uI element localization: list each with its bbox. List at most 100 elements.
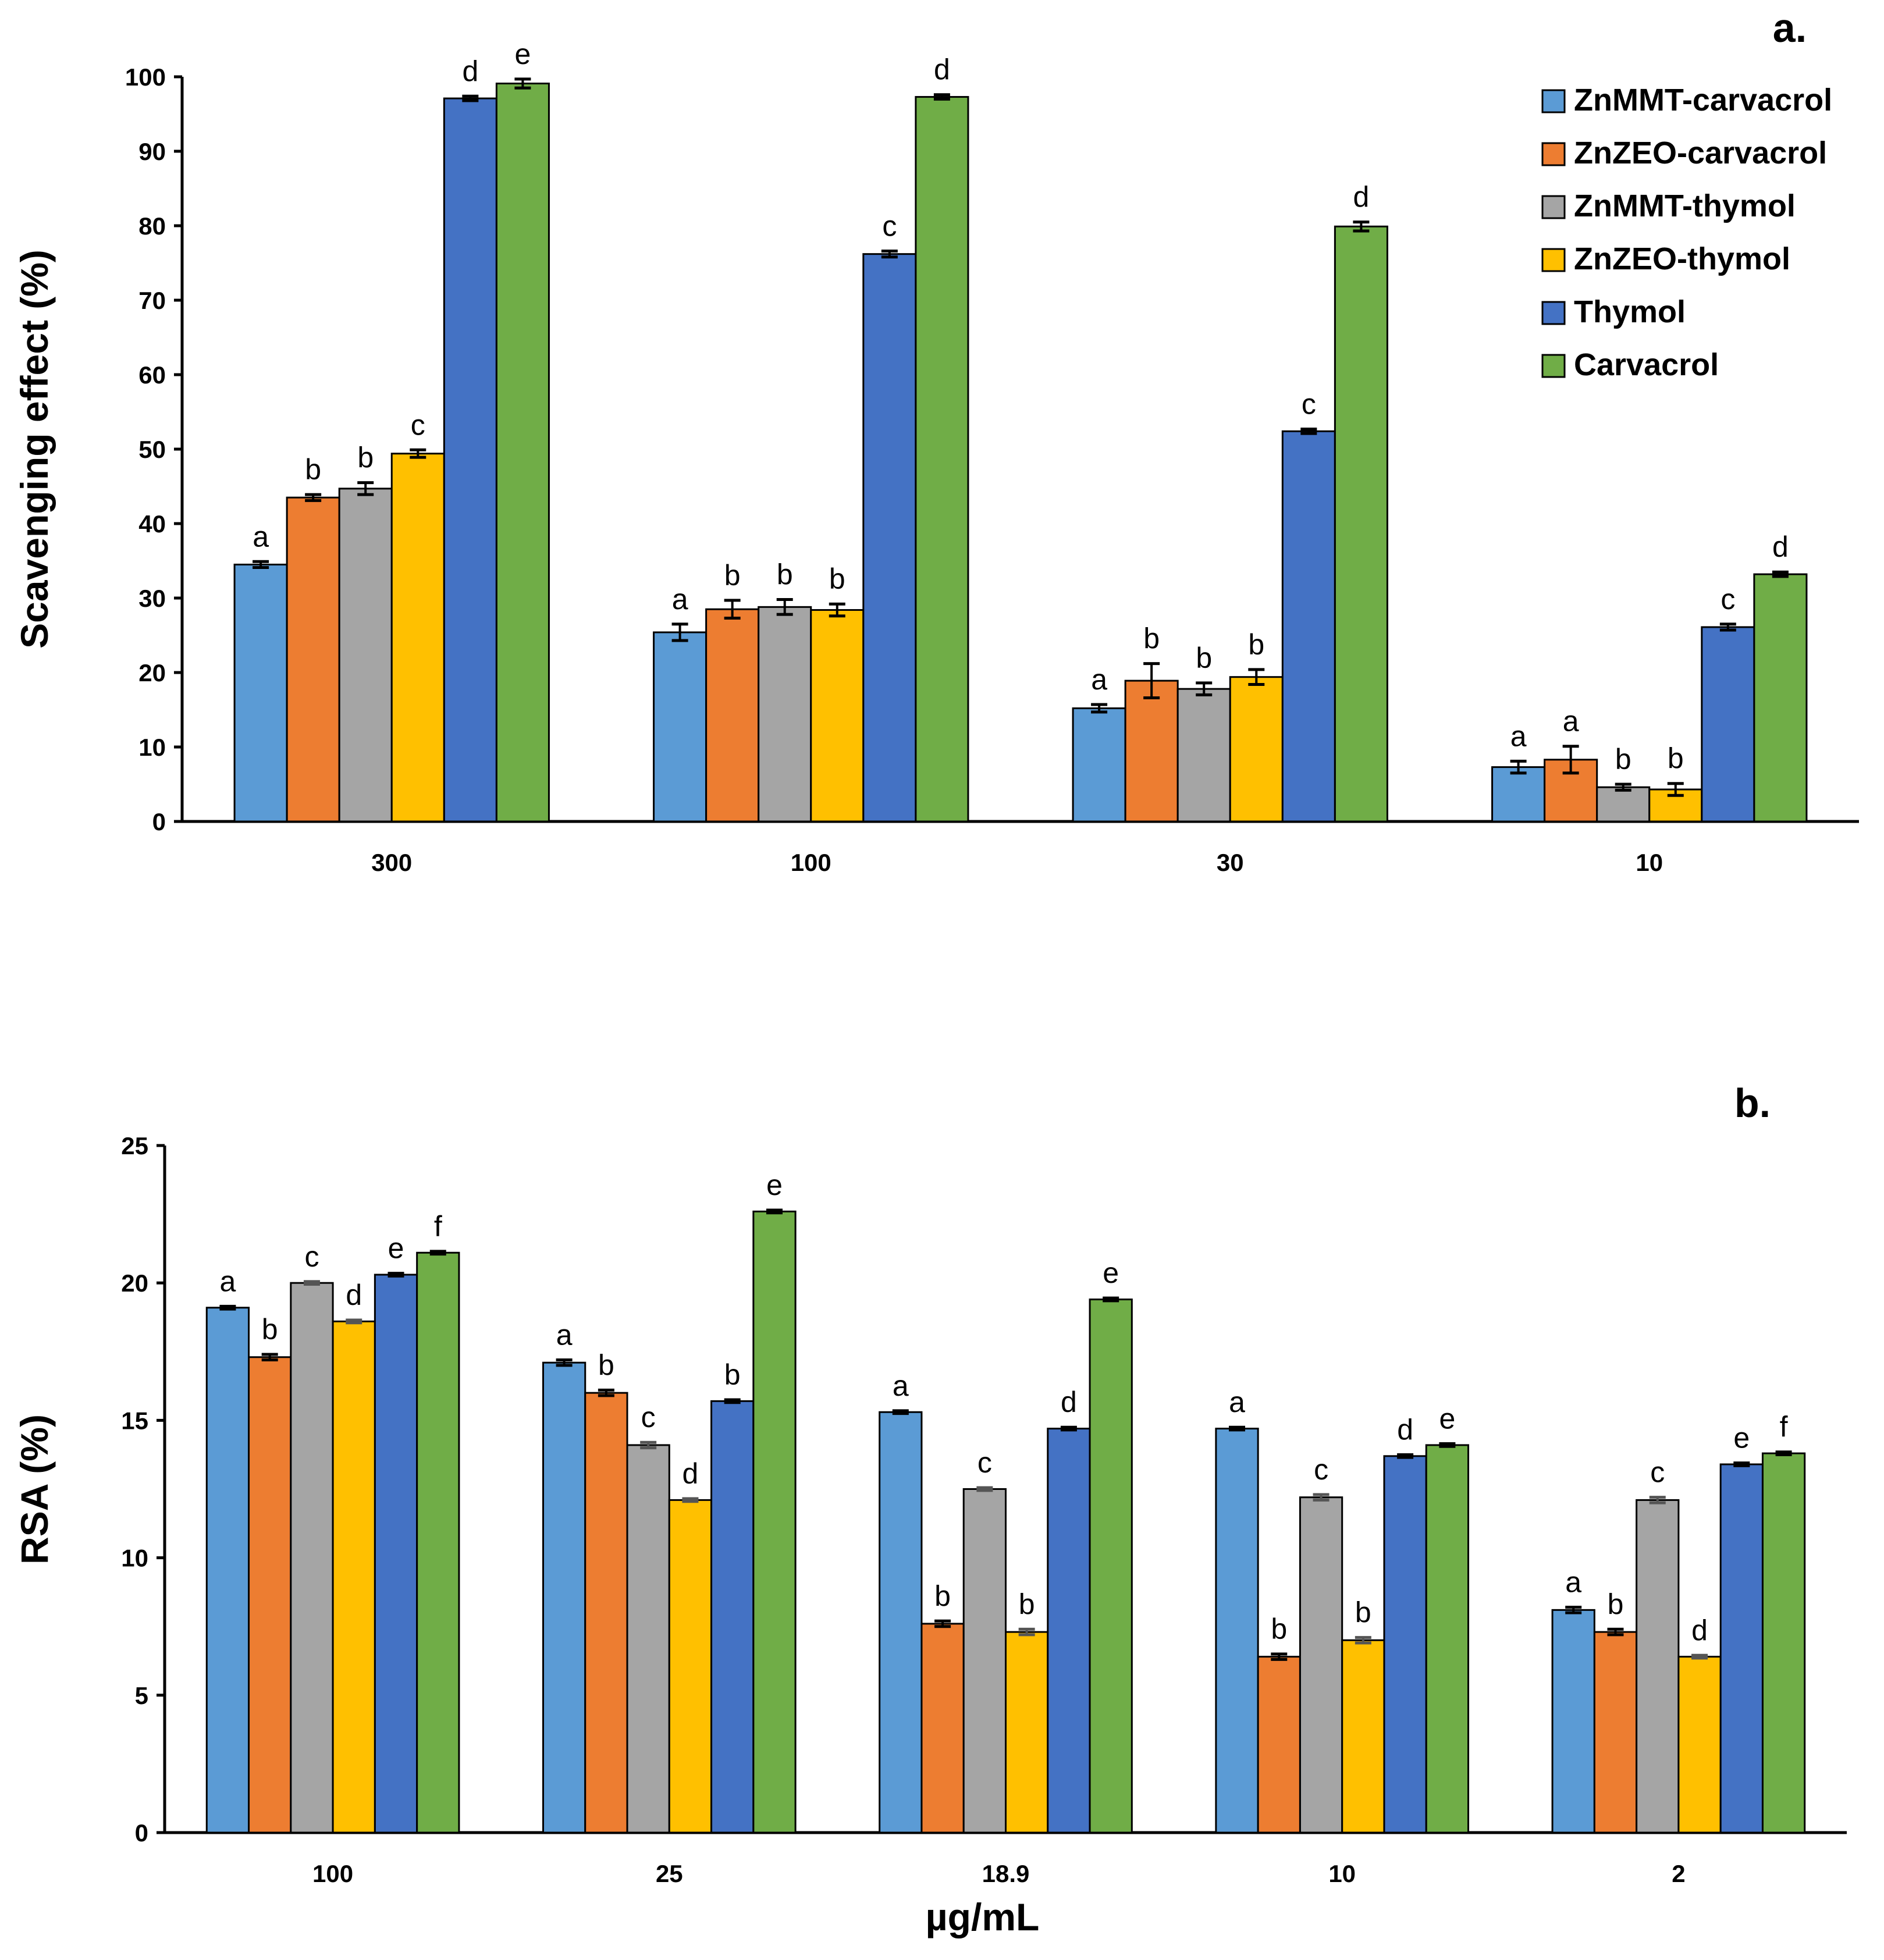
bar-znzeo-carvacrol bbox=[1257, 1656, 1301, 1834]
significance-letter: d bbox=[682, 1457, 699, 1490]
bar-znzeo-thymol bbox=[332, 1320, 376, 1834]
significance-letter: c bbox=[1650, 1456, 1665, 1489]
legend-label: Thymol bbox=[1574, 294, 1686, 329]
significance-letter: c bbox=[411, 408, 425, 441]
bar-znmmt-carvacrol bbox=[1215, 1428, 1259, 1834]
y-tick-label: 70 bbox=[138, 287, 166, 314]
legend: ZnMMT-carvacrol ZnZEO-carvacrol ZnMMT-thym… bbox=[1541, 83, 1832, 382]
x-tick-label: 100 bbox=[312, 1860, 353, 1887]
bar-znmmt-carvacrol bbox=[653, 631, 708, 823]
significance-letter: d bbox=[1061, 1386, 1077, 1418]
significance-letter: b bbox=[598, 1349, 614, 1381]
significance-letter: b bbox=[829, 563, 845, 595]
significance-letter: d bbox=[934, 54, 950, 86]
y-tick-label: 90 bbox=[138, 138, 166, 165]
significance-letter: b bbox=[1615, 743, 1631, 776]
bar-carvacrol bbox=[915, 96, 969, 823]
significance-letter: c bbox=[882, 210, 897, 243]
significance-letter: b bbox=[1355, 1596, 1371, 1629]
y-axis-title: Scavenging effect (%) bbox=[13, 250, 56, 649]
y-tick-label: 40 bbox=[138, 510, 166, 538]
y-tick-label: 20 bbox=[138, 659, 166, 686]
significance-letter: e bbox=[515, 38, 531, 70]
bar-thymol bbox=[443, 97, 497, 823]
bar-carvacrol bbox=[1761, 1452, 1806, 1834]
bar-carvacrol bbox=[752, 1210, 797, 1834]
significance-letter: e bbox=[388, 1232, 404, 1265]
significance-letter: b bbox=[724, 559, 741, 592]
legend-label: Carvacrol bbox=[1574, 347, 1719, 382]
x-tick-label: 30 bbox=[1217, 849, 1244, 876]
bar-znmmt-carvacrol bbox=[542, 1361, 586, 1834]
y-tick-label: 25 bbox=[121, 1132, 148, 1159]
bar-znmmt-carvacrol bbox=[233, 563, 288, 823]
significance-letter: c bbox=[1721, 583, 1735, 616]
bar-znzeo-carvacrol bbox=[584, 1392, 628, 1834]
panel-label: b. bbox=[1734, 1080, 1771, 1126]
significance-letter: c bbox=[304, 1240, 319, 1273]
significance-letter: d bbox=[1353, 181, 1370, 214]
panel-label: a. bbox=[1773, 5, 1807, 51]
significance-letter: a bbox=[253, 520, 269, 553]
y-tick-label: 60 bbox=[138, 361, 166, 389]
x-tick-label: 10 bbox=[1636, 849, 1663, 876]
legend-label: ZnMMT-thymol bbox=[1574, 188, 1796, 223]
y-tick-label: 0 bbox=[152, 808, 166, 835]
y-tick-label: 15 bbox=[121, 1407, 148, 1434]
bar-carvacrol bbox=[416, 1251, 460, 1834]
significance-letter: b bbox=[357, 442, 374, 474]
bar-znzeo-carvacrol bbox=[1593, 1631, 1638, 1834]
x-tick-label: 10 bbox=[1328, 1860, 1356, 1887]
bar-znmmt-thymol bbox=[626, 1444, 670, 1834]
bar-znzeo-thymol bbox=[1677, 1656, 1722, 1834]
significance-letter: b bbox=[1608, 1588, 1624, 1620]
significance-letter: e bbox=[1439, 1403, 1455, 1435]
bar-znzeo-thymol bbox=[390, 453, 445, 823]
significance-letter: f bbox=[1780, 1411, 1788, 1443]
x-tick-label: 25 bbox=[656, 1860, 683, 1887]
bar-znmmt-thymol bbox=[290, 1282, 334, 1834]
bar-carvacrol bbox=[1425, 1444, 1470, 1834]
bar-znzeo-thymol bbox=[668, 1499, 713, 1834]
chart-panel-a: 0 10 20 30 40 50 60 70 80 90 100 Scavenging effect … bbox=[13, 5, 1859, 876]
significance-letter: a bbox=[1563, 705, 1579, 738]
x-tick-label: 2 bbox=[1672, 1860, 1685, 1887]
legend-swatch bbox=[1541, 301, 1566, 325]
significance-letter: b bbox=[1248, 628, 1264, 661]
legend-item: ZnZEO-thymol bbox=[1541, 241, 1790, 276]
bar-thymol bbox=[1383, 1455, 1427, 1834]
y-tick-label: 80 bbox=[138, 212, 166, 240]
significance-letter: a bbox=[1510, 720, 1527, 752]
bar-znzeo-thymol bbox=[810, 609, 865, 823]
significance-letter: a bbox=[220, 1265, 236, 1297]
significance-letter: a bbox=[1229, 1386, 1245, 1418]
legend-swatch bbox=[1541, 354, 1566, 378]
significance-letter: b bbox=[1668, 742, 1684, 775]
bar-znzeo-thymol bbox=[1341, 1639, 1385, 1834]
significance-letter: b bbox=[777, 559, 793, 591]
bar-znmmt-thymol bbox=[962, 1488, 1007, 1834]
x-axis-title: µg/mL bbox=[926, 1895, 1040, 1938]
significance-letter: d bbox=[462, 55, 478, 87]
legend-item: Carvacrol bbox=[1541, 347, 1719, 382]
y-tick-label: 20 bbox=[121, 1269, 148, 1297]
bar-thymol bbox=[1281, 430, 1336, 823]
significance-letter: b bbox=[724, 1358, 741, 1391]
bar-znzeo-carvacrol bbox=[920, 1623, 965, 1834]
significance-letter: a bbox=[556, 1318, 573, 1351]
significance-letter: a bbox=[893, 1369, 909, 1402]
x-tick-label: 100 bbox=[791, 849, 831, 876]
bar-znzeo-thymol bbox=[1005, 1631, 1049, 1834]
legend-swatch bbox=[1541, 89, 1566, 113]
bar-carvacrol bbox=[1089, 1299, 1133, 1834]
significance-letter: d bbox=[1397, 1413, 1413, 1446]
y-tick-label: 5 bbox=[135, 1682, 148, 1709]
bar-znmmt-thymol bbox=[1176, 688, 1231, 823]
legend-label: ZnZEO-carvacrol bbox=[1574, 136, 1827, 170]
significance-letter: d bbox=[1691, 1614, 1708, 1646]
bar-znzeo-carvacrol bbox=[286, 496, 340, 823]
legend-item: ZnMMT-thymol bbox=[1541, 188, 1796, 223]
y-tick-label: 10 bbox=[138, 734, 166, 761]
